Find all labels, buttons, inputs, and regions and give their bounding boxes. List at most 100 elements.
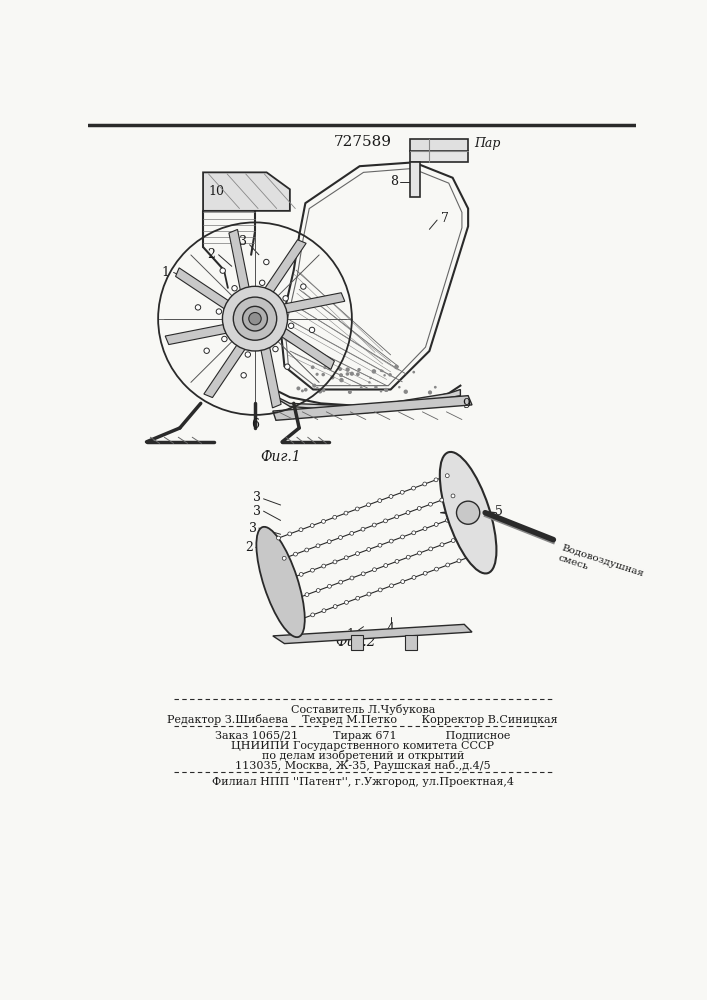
Circle shape [333,605,337,608]
Polygon shape [466,473,470,504]
Circle shape [327,540,331,544]
Circle shape [435,567,438,571]
Circle shape [388,373,392,377]
Polygon shape [273,624,472,644]
Polygon shape [292,553,479,622]
Text: 3: 3 [253,491,262,504]
Text: по делам изобретений и открытий: по делам изобретений и открытий [262,750,464,761]
Polygon shape [286,533,474,602]
Circle shape [350,531,354,535]
Circle shape [310,524,314,527]
Circle shape [195,305,201,310]
Circle shape [457,514,461,518]
Text: ЦНИИПИ Государственного комитета СССР: ЦНИИПИ Государственного комитета СССР [231,741,494,751]
Circle shape [288,323,294,328]
Circle shape [283,296,288,301]
Circle shape [390,539,393,543]
Circle shape [357,368,361,371]
Circle shape [384,564,387,567]
Polygon shape [405,635,417,650]
Circle shape [300,617,303,621]
Polygon shape [274,293,345,315]
Circle shape [407,555,410,559]
Polygon shape [175,268,237,315]
Circle shape [220,268,226,273]
Polygon shape [274,323,334,369]
Circle shape [322,373,325,376]
Circle shape [361,527,365,531]
Circle shape [418,551,421,555]
Circle shape [311,365,315,369]
Circle shape [356,596,360,600]
Circle shape [390,584,393,588]
Circle shape [299,572,303,576]
Polygon shape [281,513,468,582]
Circle shape [360,386,363,389]
Circle shape [373,523,376,527]
Circle shape [339,378,344,382]
Circle shape [434,386,437,389]
Circle shape [383,374,386,377]
Circle shape [356,552,359,556]
Circle shape [428,390,432,395]
Polygon shape [269,472,457,542]
Text: 2: 2 [245,541,254,554]
Ellipse shape [257,527,305,637]
Circle shape [222,336,227,342]
Circle shape [300,284,306,289]
Circle shape [344,511,348,515]
Text: Заказ 1065/21          Тираж 671              Подписное: Заказ 1065/21 Тираж 671 Подписное [215,731,510,741]
Text: 1: 1 [162,266,170,279]
Text: Редактор З.Шибаева    Техред М.Петко       Корректор В.Синицкая: Редактор З.Шибаева Техред М.Петко Коррек… [168,714,558,725]
Circle shape [380,369,382,372]
Circle shape [381,370,384,372]
Circle shape [378,499,382,503]
Circle shape [423,482,427,486]
Text: 113035, Москва, Ж-35, Раушская наб.,д.4/5: 113035, Москва, Ж-35, Раушская наб.,д.4/… [235,760,491,771]
Circle shape [288,577,292,580]
Circle shape [380,390,382,393]
Circle shape [285,364,290,369]
Circle shape [296,386,300,390]
Circle shape [327,584,332,588]
Circle shape [322,389,325,392]
Circle shape [378,588,382,592]
Circle shape [423,527,427,531]
Polygon shape [410,151,468,162]
Circle shape [344,556,348,560]
Polygon shape [259,337,281,408]
Circle shape [346,372,349,376]
Text: 6: 6 [251,418,259,431]
Circle shape [346,367,350,372]
Text: Водовоздушная
смесь: Водовоздушная смесь [557,544,645,589]
Ellipse shape [440,452,496,573]
Circle shape [310,568,315,572]
Circle shape [369,377,372,379]
Circle shape [344,600,349,604]
Circle shape [411,486,416,490]
Circle shape [423,571,427,575]
Circle shape [299,528,303,532]
Circle shape [451,494,455,498]
Circle shape [428,547,433,551]
Text: 10: 10 [209,185,224,198]
Circle shape [404,390,408,394]
Circle shape [315,373,319,376]
Circle shape [305,593,309,597]
Circle shape [468,555,472,559]
Text: 3: 3 [253,505,262,518]
Circle shape [356,507,359,511]
Text: 1: 1 [346,628,354,641]
Circle shape [384,519,387,523]
Circle shape [339,373,343,377]
Polygon shape [204,337,251,398]
Circle shape [378,543,382,547]
Circle shape [411,531,416,535]
Circle shape [350,576,354,580]
Text: Пар: Пар [474,137,501,150]
Circle shape [282,556,286,560]
Circle shape [406,511,410,514]
Circle shape [339,580,343,584]
Circle shape [318,389,322,394]
Circle shape [309,327,315,333]
